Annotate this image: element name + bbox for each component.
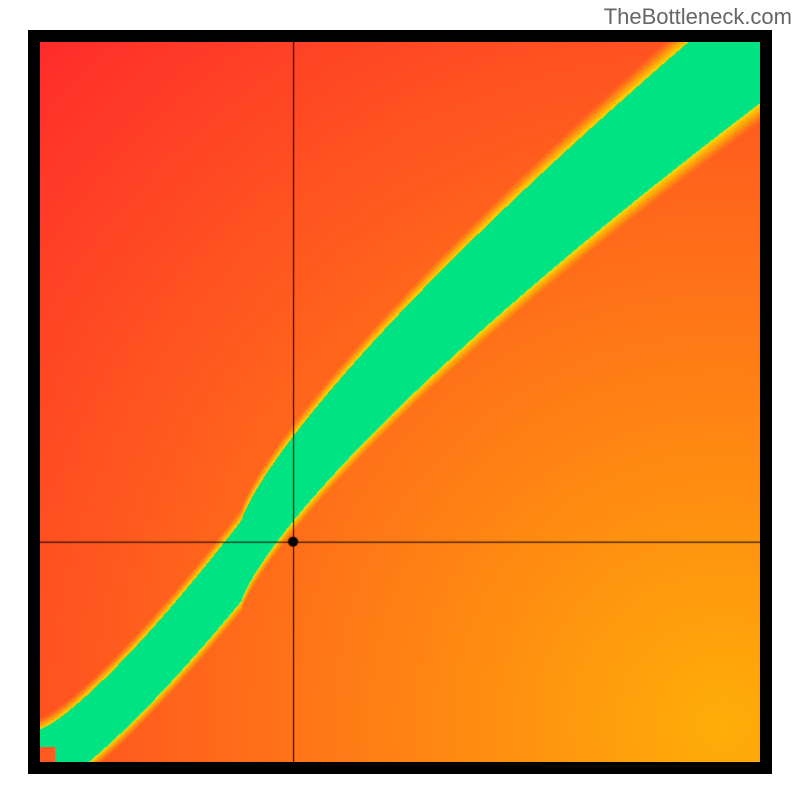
- chart-frame: [28, 30, 772, 774]
- heatmap-plot: [40, 42, 760, 762]
- watermark-text: TheBottleneck.com: [604, 4, 792, 30]
- heatmap-canvas: [40, 42, 760, 762]
- chart-container: TheBottleneck.com: [0, 0, 800, 800]
